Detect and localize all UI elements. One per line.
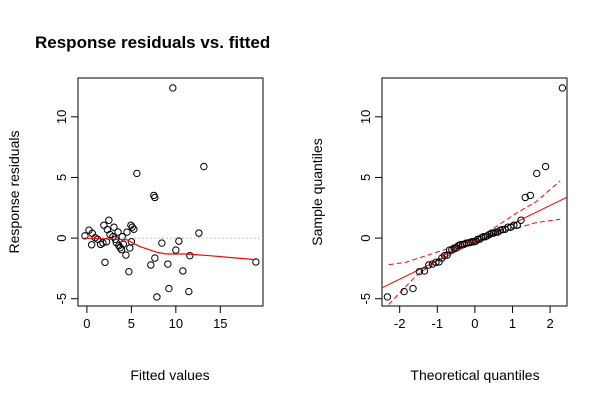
chart-title: Response residuals vs. fitted — [35, 33, 270, 52]
data-point — [151, 254, 159, 262]
data-point — [114, 228, 122, 236]
qq-point — [485, 230, 494, 239]
qq-point — [448, 246, 456, 254]
data-point — [179, 267, 187, 275]
residuals-vs-fitted-panel: Fitted values Response residuals 0 5 10 15 -… — [6, 77, 264, 383]
y-tick-label: 10 — [358, 110, 373, 124]
x-tick-label: -2 — [394, 316, 406, 331]
qq-point — [510, 221, 518, 229]
data-point — [165, 284, 173, 293]
data-point — [123, 228, 131, 236]
qq-point — [409, 284, 417, 293]
qq-point — [432, 258, 440, 267]
data-point — [153, 293, 161, 301]
data-point — [100, 221, 108, 229]
x-tick-label: 2 — [546, 316, 553, 331]
data-point — [127, 238, 136, 246]
qq-point — [383, 293, 392, 301]
data-point — [186, 251, 194, 260]
qq-point — [526, 191, 535, 200]
data-point — [81, 232, 89, 240]
y-tick-label: 10 — [54, 110, 69, 124]
data-point — [99, 239, 107, 247]
y-axis-label: Response residuals — [6, 131, 22, 254]
qq-plot-panel: Theoretical quantiles Sample quantiles -… — [309, 77, 568, 383]
data-point — [185, 287, 193, 296]
qq-point — [425, 261, 433, 269]
qq-point — [517, 216, 525, 224]
y-tick-label: 5 — [358, 174, 373, 181]
x-tick-label: 15 — [213, 316, 227, 331]
qq-point — [541, 162, 550, 171]
data-point — [103, 225, 112, 234]
x-tick-label: 10 — [169, 316, 183, 331]
x-axis-label: Theoretical quantiles — [410, 367, 539, 383]
data-point — [172, 246, 180, 254]
qq-point — [533, 169, 541, 178]
smooth-line — [84, 237, 256, 261]
data-point — [119, 240, 128, 248]
qq-point — [483, 232, 492, 240]
x-axis-label: Fitted values — [130, 367, 209, 383]
x-tick-label: 1 — [509, 316, 516, 331]
data-point — [101, 258, 109, 267]
y-tick-label: -5 — [358, 293, 373, 305]
data-point — [133, 169, 141, 178]
y-tick-label: 5 — [54, 174, 69, 181]
data-point — [128, 223, 136, 231]
data-point — [252, 258, 260, 266]
x-tick-label: 0 — [471, 316, 478, 331]
data-point — [175, 237, 183, 245]
y-tick-label: -5 — [54, 293, 69, 305]
data-point — [130, 225, 138, 233]
data-point — [200, 162, 208, 171]
data-point — [164, 260, 172, 268]
qq-point — [513, 221, 521, 229]
qq-point — [491, 228, 500, 236]
qq-point — [428, 260, 437, 268]
data-point — [88, 229, 96, 237]
qq-point — [400, 287, 408, 296]
plot-area — [382, 84, 567, 305]
data-point — [147, 261, 155, 269]
data-point — [122, 251, 130, 259]
x-tick-label: 5 — [128, 316, 135, 331]
x-tick-label: 0 — [83, 316, 90, 331]
y-tick-label: 0 — [54, 234, 69, 241]
data-point — [195, 229, 203, 237]
x-tick-label: -1 — [431, 316, 443, 331]
y-tick-label: 0 — [358, 234, 373, 241]
data-point — [110, 223, 118, 231]
qq-point — [521, 193, 529, 202]
data-point — [151, 193, 159, 202]
confidence-band-lower — [388, 218, 561, 305]
y-axis-label: Sample quantiles — [309, 138, 325, 245]
data-point — [87, 241, 96, 249]
qq-point — [420, 267, 429, 275]
data-point — [158, 239, 166, 247]
plot-frame — [77, 77, 264, 307]
qq-point — [558, 84, 567, 92]
plot-frame — [381, 77, 568, 307]
data-point — [169, 84, 177, 92]
qq-point — [472, 237, 480, 245]
data-point — [125, 267, 133, 276]
data-point — [126, 244, 134, 252]
qq-point — [415, 267, 424, 276]
data-point — [105, 216, 113, 224]
